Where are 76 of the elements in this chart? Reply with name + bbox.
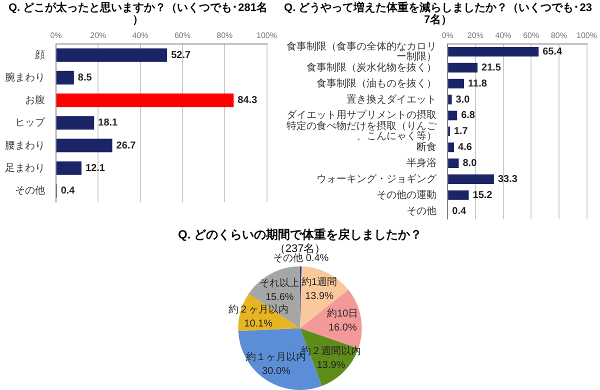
y-tick-label: ヒップ — [15, 116, 46, 129]
x-tick-label: 60% — [174, 31, 190, 40]
bar — [56, 138, 112, 152]
bar — [56, 161, 82, 175]
x-tick-label: 40% — [132, 31, 148, 40]
bar — [448, 46, 539, 57]
y-tick-label: 置き換えダイエット — [346, 93, 437, 106]
bar — [448, 174, 494, 184]
data-label: 30.0% — [262, 366, 291, 378]
data-label: 8.0 — [462, 158, 478, 170]
data-label: 65.4 — [542, 46, 563, 58]
y-tick-label: 半身浴 — [406, 157, 437, 170]
data-label: 4.6 — [458, 142, 472, 154]
bar — [448, 94, 452, 104]
y-tick-label: 顔 — [35, 48, 45, 61]
slice-label: 約1週間 — [302, 277, 338, 288]
data-label: 15.6% — [265, 292, 294, 303]
data-label: 52.7 — [171, 50, 191, 61]
y-tick-label: ウォーキング・ジョギング — [316, 172, 438, 185]
x-tick-label: 60% — [523, 31, 540, 40]
data-label: 12.1 — [86, 162, 106, 174]
x-tick-label: 80% — [550, 31, 567, 40]
data-label: 3.0 — [456, 94, 470, 106]
data-label: 26.7 — [116, 140, 136, 152]
x-tick-label: 40% — [495, 31, 512, 40]
chart-title: Q. どのくらいの期間で体重を戻しましたか？ — [178, 228, 422, 242]
data-label: 6.8 — [461, 110, 476, 122]
x-tick-label: 0% — [50, 31, 62, 40]
bar — [56, 48, 168, 62]
data-label: 11.8 — [468, 78, 488, 90]
chart-title: Q. どうやって増えた体重を減らしましたか？（いくつでも･237名） — [284, 1, 592, 26]
bar — [56, 70, 74, 84]
data-label: 13.9% — [305, 291, 334, 302]
bar — [448, 158, 459, 168]
slice-label: それ以上 — [260, 276, 300, 289]
y-tick-label: ダイエット用サプリメントの摂取 — [286, 109, 437, 122]
data-label: 1.7 — [454, 126, 468, 138]
bar — [448, 62, 478, 72]
data-label: 18.1 — [98, 118, 118, 129]
y-tick-label: お腹 — [25, 94, 45, 106]
data-label: 21.5 — [482, 62, 502, 74]
data-label: 0.4 — [452, 206, 466, 217]
bar — [56, 116, 94, 130]
y-tick-label: 食事制限（油ものを抜く） — [316, 77, 437, 90]
data-label: 8.5 — [78, 72, 92, 84]
x-tick-label: 20% — [90, 31, 106, 40]
data-label: 10.1% — [244, 318, 273, 330]
bar — [448, 110, 458, 120]
bar — [448, 142, 454, 152]
data-label: 15.2 — [472, 190, 493, 201]
y-tick-label: 足まわり — [5, 162, 45, 174]
x-tick-label: 80% — [216, 31, 233, 40]
x-tick-label: 100% — [256, 31, 278, 40]
x-tick-label: 20% — [467, 31, 484, 40]
y-tick-label: その他 — [15, 184, 45, 196]
data-label: 0.4 — [60, 185, 76, 196]
y-tick-label: 食事制限（炭水化物を抜く） — [306, 61, 437, 74]
y-tick-label: 断食 — [416, 141, 437, 154]
data-label: 84.3 — [238, 95, 258, 106]
bar — [56, 94, 234, 108]
slice-label: 約10日 — [327, 308, 358, 320]
y-tick-label: 特定の食べ物だけを摂取（りんご、こんにゃく等） — [286, 120, 438, 142]
slice-label: その他 0.4% — [273, 252, 329, 264]
bar — [448, 190, 469, 200]
y-tick-label: 腕まわり — [5, 71, 45, 84]
x-tick-label: 0% — [442, 31, 454, 40]
bar — [448, 78, 464, 88]
chart-title: Q. どこが太ったと思いますか？（いくつでも･281名） — [8, 1, 268, 26]
data-label: 33.3 — [498, 174, 518, 185]
x-tick-label: 100% — [576, 31, 598, 40]
y-tick-label: 腰まわり — [5, 140, 45, 152]
data-label: 13.9% — [316, 360, 346, 372]
y-tick-label: その他 — [406, 204, 437, 217]
y-tick-label: その他の運動 — [376, 188, 437, 201]
y-tick-label: 食事制限（食事の全体的なカロリー制限） — [286, 40, 437, 63]
data-label: 16.0% — [328, 322, 357, 334]
